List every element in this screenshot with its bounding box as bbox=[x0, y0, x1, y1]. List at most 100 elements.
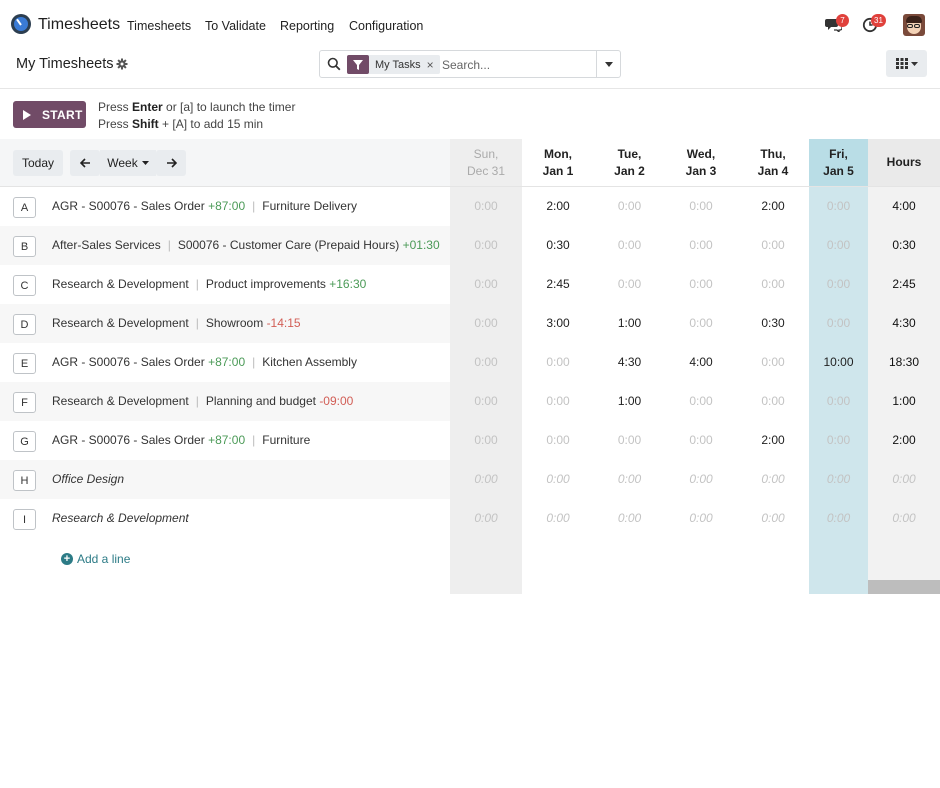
hours-cell[interactable]: 2:00 bbox=[761, 199, 785, 213]
horizontal-scrollbar[interactable] bbox=[868, 580, 940, 594]
hours-cell[interactable]: 0:00 bbox=[689, 238, 713, 252]
day-header-mon: Mon, Jan 1 bbox=[522, 139, 594, 187]
hours-cell[interactable]: 0:00 bbox=[689, 394, 713, 408]
facet-remove-icon[interactable]: × bbox=[426, 57, 434, 72]
hours-cell[interactable]: 0:30 bbox=[761, 316, 785, 330]
hours-cell[interactable]: 0:00 bbox=[474, 277, 498, 291]
range-select-button[interactable]: Week bbox=[100, 150, 156, 176]
hours-cell[interactable]: 0:00 bbox=[474, 316, 498, 330]
start-timer-button[interactable]: START bbox=[13, 101, 86, 128]
hours-cell[interactable]: 0:00 bbox=[826, 433, 851, 447]
hours-cell[interactable]: 3:00 bbox=[546, 316, 570, 330]
hours-cell[interactable]: 0:00 bbox=[761, 511, 785, 525]
project-remaining-hours: +87:00 bbox=[208, 199, 246, 213]
search-options-toggle[interactable] bbox=[596, 51, 620, 77]
hours-cell[interactable]: 0:00 bbox=[826, 394, 851, 408]
hours-cell[interactable]: 0:00 bbox=[546, 511, 570, 525]
hours-cell[interactable]: 0:00 bbox=[689, 511, 713, 525]
hours-cell[interactable]: 0:00 bbox=[826, 277, 851, 291]
menu-to-validate[interactable]: To Validate bbox=[205, 19, 266, 33]
hours-cell[interactable]: 0:00 bbox=[689, 472, 713, 486]
hours-cell[interactable]: 0:00 bbox=[689, 199, 713, 213]
search-input[interactable] bbox=[442, 55, 594, 74]
timesheet-row: I Research & Development 0:00 0:00 0:00 0:00 0… bbox=[0, 499, 940, 538]
menu-reporting[interactable]: Reporting bbox=[280, 19, 335, 33]
hours-cell[interactable]: 0:00 bbox=[761, 472, 785, 486]
hours-cell[interactable]: 4:30 bbox=[617, 355, 642, 369]
hours-cell[interactable]: 0:30 bbox=[546, 238, 570, 252]
row-label: Research & Development bbox=[52, 511, 189, 525]
hours-cell[interactable]: 0:00 bbox=[474, 199, 498, 213]
app-name[interactable]: Timesheets bbox=[38, 16, 121, 33]
hours-cell[interactable]: 2:00 bbox=[761, 433, 785, 447]
hours-cell[interactable]: 0:00 bbox=[546, 394, 570, 408]
row-label-cell[interactable]: F Research & Development | Planning and bud… bbox=[0, 382, 450, 421]
hours-cell[interactable]: 0:00 bbox=[617, 277, 642, 291]
row-label-cell[interactable]: C Research & Development | Product improvem… bbox=[0, 265, 450, 304]
timesheet-row: H Office Design 0:00 0:00 0:00 0:00 0:00 0:00 0:… bbox=[0, 460, 940, 499]
search-icon[interactable] bbox=[327, 57, 341, 71]
hours-cell[interactable]: 0:00 bbox=[761, 238, 785, 252]
hours-cell[interactable]: 0:00 bbox=[826, 199, 851, 213]
hours-cell[interactable]: 0:00 bbox=[474, 511, 498, 525]
hours-cell[interactable]: 10:00 bbox=[823, 355, 854, 369]
layout-switcher-button[interactable] bbox=[886, 50, 927, 77]
menu-configuration[interactable]: Configuration bbox=[349, 19, 424, 33]
add-line-button[interactable]: + Add a line bbox=[61, 552, 130, 566]
hours-cell[interactable]: 0:00 bbox=[689, 277, 713, 291]
gear-icon[interactable] bbox=[116, 58, 128, 70]
row-label-cell[interactable]: G AGR - S00076 - Sales Order +87:00 | Furni… bbox=[0, 421, 450, 460]
hours-cell[interactable]: 0:00 bbox=[826, 238, 851, 252]
hours-cell[interactable]: 0:00 bbox=[689, 433, 713, 447]
hours-cell[interactable]: 1:00 bbox=[617, 316, 642, 330]
hours-cell[interactable]: 0:00 bbox=[474, 355, 498, 369]
menu-timesheets[interactable]: Timesheets bbox=[127, 19, 192, 33]
user-avatar[interactable] bbox=[903, 14, 925, 36]
row-project: Research & Development bbox=[52, 394, 189, 408]
row-label: Research & Development | Product improveme… bbox=[52, 277, 367, 291]
total-header: Hours bbox=[868, 139, 940, 187]
filter-icon bbox=[347, 55, 369, 74]
row-label-cell[interactable]: D Research & Development | Showroom -14:15 bbox=[0, 304, 450, 343]
hours-cell[interactable]: 0:00 bbox=[826, 511, 851, 525]
hours-cell[interactable]: 0:00 bbox=[617, 238, 642, 252]
hours-cell[interactable]: 0:00 bbox=[474, 394, 498, 408]
hours-cell[interactable]: 2:45 bbox=[546, 277, 570, 291]
hours-cell[interactable]: 0:00 bbox=[617, 199, 642, 213]
hours-cell[interactable]: 0:00 bbox=[826, 472, 851, 486]
next-week-button[interactable] bbox=[156, 150, 186, 176]
hours-cell[interactable]: 0:00 bbox=[474, 238, 498, 252]
hours-cell[interactable]: 0:00 bbox=[617, 472, 642, 486]
row-label-cell[interactable]: A AGR - S00076 - Sales Order +87:00 | Furni… bbox=[0, 187, 450, 226]
row-total-cell: 0:30 bbox=[892, 238, 916, 252]
activity-count-badge: 31 bbox=[871, 14, 886, 27]
hours-cell[interactable]: 0:00 bbox=[689, 316, 713, 330]
previous-week-button[interactable] bbox=[70, 150, 100, 176]
timesheet-row: A AGR - S00076 - Sales Order +87:00 | Furni… bbox=[0, 187, 940, 226]
hours-cell[interactable]: 2:00 bbox=[546, 199, 570, 213]
hours-cell[interactable]: 0:00 bbox=[546, 433, 570, 447]
timesheets-app-icon[interactable] bbox=[11, 14, 31, 34]
hours-cell[interactable]: 1:00 bbox=[617, 394, 642, 408]
hours-cell[interactable]: 0:00 bbox=[761, 277, 785, 291]
row-label-cell[interactable]: B After-Sales Services | S00076 - Customer … bbox=[0, 226, 450, 265]
row-label: Office Design bbox=[52, 472, 124, 486]
start-label: START bbox=[42, 107, 83, 122]
hours-cell[interactable]: 0:00 bbox=[474, 472, 498, 486]
row-label-cell[interactable]: E AGR - S00076 - Sales Order +87:00 | Kitch… bbox=[0, 343, 450, 382]
today-button[interactable]: Today bbox=[13, 150, 63, 176]
hours-cell[interactable]: 0:00 bbox=[826, 316, 851, 330]
row-label-cell[interactable]: I Research & Development bbox=[0, 499, 450, 538]
row-shortcut-key: I bbox=[13, 509, 36, 530]
row-label-cell[interactable]: H Office Design bbox=[0, 460, 450, 499]
hours-cell[interactable]: 0:00 bbox=[761, 355, 785, 369]
hours-cell[interactable]: 0:00 bbox=[617, 511, 642, 525]
row-total-cell: 0:00 bbox=[892, 511, 916, 525]
hours-cell[interactable]: 0:00 bbox=[617, 433, 642, 447]
hours-cell[interactable]: 0:00 bbox=[546, 355, 570, 369]
hours-cell[interactable]: 4:00 bbox=[689, 355, 713, 369]
hours-cell[interactable]: 0:00 bbox=[546, 472, 570, 486]
hours-cell[interactable]: 0:00 bbox=[761, 394, 785, 408]
row-task: Furniture bbox=[262, 433, 311, 447]
hours-cell[interactable]: 0:00 bbox=[474, 433, 498, 447]
